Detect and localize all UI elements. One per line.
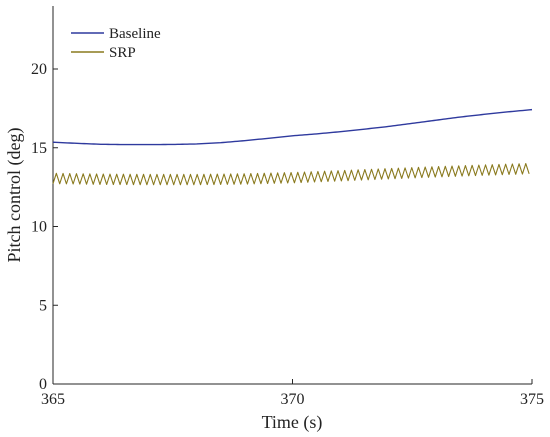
x-tick-label: 370 <box>281 391 305 408</box>
y-tick-label: 0 <box>39 376 47 393</box>
legend-label-srp: SRP <box>109 45 136 61</box>
y-tick-label: 20 <box>31 61 47 78</box>
x-tick-label: 365 <box>41 391 65 408</box>
plot-area: 365 370 375 0 5 10 15 20 <box>31 6 544 408</box>
series-line-srp <box>52 163 530 186</box>
legend-label-baseline: Baseline <box>109 26 161 42</box>
tick-layer: 365 370 375 0 5 10 15 20 <box>31 61 544 408</box>
x-tick-label: 375 <box>520 391 544 408</box>
series-layer <box>52 108 533 186</box>
y-axis-label: Pitch control (deg) <box>4 128 25 263</box>
y-tick-label: 15 <box>31 140 47 157</box>
y-tick-label: 5 <box>39 297 47 314</box>
legend: Baseline SRP <box>71 26 161 61</box>
x-axis-label: Time (s) <box>262 412 323 433</box>
series-line-baseline <box>52 108 533 146</box>
y-tick-label: 10 <box>31 219 47 236</box>
